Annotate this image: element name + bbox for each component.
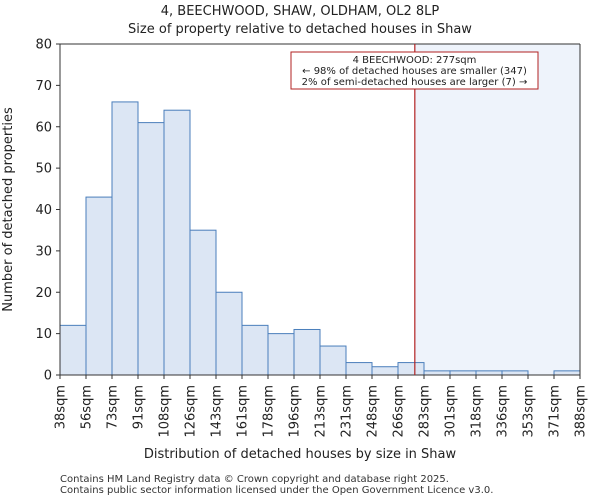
bar: [163, 109, 191, 376]
x-tick-label: 388sqm: [574, 385, 589, 438]
bar: [215, 291, 243, 376]
y-tick-label: 40: [35, 203, 52, 218]
x-tick-label: 178sqm: [262, 385, 277, 438]
bar: [319, 345, 347, 376]
x-tick-label: 56sqm: [80, 385, 95, 429]
y-tick-label: 50: [35, 162, 52, 177]
bar: [267, 333, 295, 376]
y-axis-label: Number of detached properties: [1, 107, 16, 312]
y-tick-label: 10: [35, 327, 52, 342]
bar: [189, 229, 217, 376]
bar: [59, 324, 87, 376]
x-tick-label: 38sqm: [54, 385, 69, 429]
x-tick-label: 248sqm: [366, 385, 381, 438]
x-tick-label: 353sqm: [522, 385, 537, 438]
footer-credit-line-2: Contains public sector information licen…: [60, 485, 494, 496]
y-tick-label: 70: [35, 79, 52, 94]
x-tick-label: 301sqm: [444, 385, 459, 438]
x-tick-label: 126sqm: [184, 385, 199, 438]
bar: [345, 362, 373, 376]
x-tick-label: 161sqm: [236, 385, 251, 438]
bar: [85, 196, 113, 376]
y-tick-label: 80: [35, 38, 52, 53]
y-tick-label: 30: [35, 244, 52, 259]
annotation-box: [290, 51, 539, 90]
y-tick-label: 20: [35, 286, 52, 301]
annotation-line-1: 4 BEECHWOOD: 277sqm: [353, 55, 477, 66]
x-tick-label: 231sqm: [340, 385, 355, 438]
bar: [241, 324, 269, 376]
x-tick-label: 73sqm: [106, 385, 121, 429]
footer-credit-line-1: Contains HM Land Registry data © Crown c…: [60, 474, 449, 485]
larger-region-shade: [414, 44, 580, 375]
bar: [553, 370, 581, 376]
bar: [449, 370, 477, 376]
bar: [397, 362, 425, 376]
chart-title: 4, BEECHWOOD, SHAW, OLDHAM, OL2 8LP: [160, 4, 440, 19]
x-tick-label: 213sqm: [314, 385, 329, 438]
bar: [371, 366, 399, 376]
x-tick-label: 283sqm: [418, 385, 433, 438]
bar: [111, 101, 139, 376]
x-axis-label: Distribution of detached houses by size …: [144, 447, 457, 462]
x-tick-label: 336sqm: [496, 385, 511, 438]
x-tick-label: 196sqm: [288, 385, 303, 438]
chart-subtitle: Size of property relative to detached ho…: [128, 22, 472, 37]
bar: [293, 328, 321, 376]
x-tick-label: 143sqm: [210, 385, 225, 438]
bar: [501, 370, 529, 376]
x-tick-label: 91sqm: [132, 385, 147, 429]
bar: [475, 370, 503, 376]
x-tick-label: 266sqm: [392, 385, 407, 438]
y-tick-label: 0: [44, 369, 52, 384]
x-tick-label: 318sqm: [470, 385, 485, 438]
y-tick-label: 60: [35, 120, 52, 135]
x-tick-label: 108sqm: [158, 385, 173, 438]
bar: [423, 370, 451, 376]
annotation-line-2: ← 98% of detached houses are smaller (34…: [302, 66, 527, 77]
bar: [137, 122, 165, 376]
annotation-line-3: 2% of semi-detached houses are larger (7…: [302, 77, 528, 88]
x-tick-label: 371sqm: [548, 385, 563, 438]
